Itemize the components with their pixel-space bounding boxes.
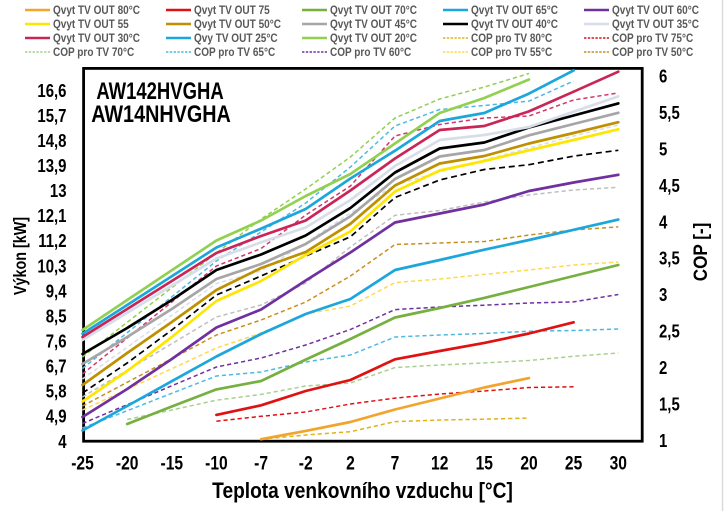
svg-text:2: 2	[346, 452, 355, 474]
svg-text:Qvyt TV OUT 80°C: Qvyt TV OUT 80°C	[53, 4, 140, 17]
svg-text:13,9: 13,9	[37, 156, 66, 177]
svg-text:-10: -10	[205, 452, 228, 474]
svg-text:Qvyt TV OUT 55: Qvyt TV OUT 55	[53, 18, 129, 31]
svg-text:8,5: 8,5	[46, 306, 67, 327]
svg-text:11,2: 11,2	[38, 231, 66, 252]
svg-text:-15: -15	[161, 452, 184, 474]
svg-text:Qvyt TV OUT 60°C: Qvyt TV OUT 60°C	[612, 4, 699, 17]
svg-text:COP pro TV 70°C: COP pro TV 70°C	[53, 46, 134, 59]
svg-text:1,5: 1,5	[659, 394, 680, 415]
svg-text:12: 12	[431, 452, 449, 474]
svg-text:Výkon [kW]: Výkon [kW]	[12, 217, 31, 295]
svg-text:25: 25	[565, 452, 583, 474]
svg-text:3: 3	[659, 285, 667, 306]
svg-text:15: 15	[476, 452, 494, 474]
svg-text:-2: -2	[299, 452, 313, 474]
svg-text:COP pro TV 55°C: COP pro TV 55°C	[471, 46, 552, 59]
svg-text:-20: -20	[116, 452, 139, 474]
svg-text:4: 4	[58, 431, 67, 452]
svg-text:2,5: 2,5	[659, 321, 680, 342]
svg-text:Qvyt TV OUT 40°C: Qvyt TV OUT 40°C	[471, 18, 558, 31]
svg-text:-7: -7	[254, 452, 268, 474]
svg-text:15,7: 15,7	[37, 106, 66, 127]
svg-text:Qvyt TV OUT 20°C: Qvyt TV OUT 20°C	[330, 32, 417, 45]
svg-text:20: 20	[520, 452, 538, 474]
svg-text:7,6: 7,6	[46, 331, 67, 352]
svg-text:COP pro TV 65°C: COP pro TV 65°C	[194, 46, 275, 59]
svg-text:Qvyt TV OUT 35°C: Qvyt TV OUT 35°C	[612, 18, 699, 31]
svg-text:5: 5	[659, 139, 667, 160]
svg-text:-25: -25	[71, 452, 94, 474]
svg-text:Qvy TV OUT 25°C: Qvy TV OUT 25°C	[194, 32, 278, 45]
svg-text:Qvyt TV OUT 45°C: Qvyt TV OUT 45°C	[330, 18, 417, 31]
svg-text:5,8: 5,8	[46, 381, 67, 402]
svg-text:Qvyt TV OUT 70°C: Qvyt TV OUT 70°C	[330, 4, 417, 17]
svg-text:16,6: 16,6	[37, 80, 66, 101]
svg-text:COP pro TV 60°C: COP pro TV 60°C	[330, 46, 411, 59]
svg-text:12,1: 12,1	[37, 206, 66, 227]
svg-text:Qvyt TV OUT 50°C: Qvyt TV OUT 50°C	[194, 18, 281, 31]
svg-text:4,5: 4,5	[659, 176, 680, 197]
svg-text:14,8: 14,8	[37, 131, 66, 152]
svg-text:4: 4	[659, 212, 668, 233]
svg-text:5,5: 5,5	[659, 103, 680, 124]
svg-text:AW14NHVGHA: AW14NHVGHA	[91, 100, 231, 127]
svg-text:9,4: 9,4	[46, 281, 67, 302]
svg-text:4,9: 4,9	[46, 406, 67, 427]
svg-text:COP pro TV 80°C: COP pro TV 80°C	[471, 32, 552, 45]
svg-text:30: 30	[610, 452, 628, 474]
svg-text:AW142HVGHA: AW142HVGHA	[96, 78, 223, 105]
svg-text:3,5: 3,5	[659, 248, 680, 269]
svg-text:6: 6	[659, 66, 667, 87]
svg-text:10,3: 10,3	[37, 256, 66, 277]
svg-text:Qvyt TV OUT 65°C: Qvyt TV OUT 65°C	[471, 4, 558, 17]
svg-text:2: 2	[659, 358, 667, 379]
svg-text:1: 1	[659, 430, 667, 451]
svg-text:COP pro TV 75°C: COP pro TV 75°C	[612, 32, 693, 45]
svg-text:13: 13	[50, 181, 67, 202]
svg-text:Teplota venkovního vzduchu [°C: Teplota venkovního vzduchu [°C]	[212, 479, 513, 504]
svg-text:7: 7	[391, 452, 400, 474]
svg-text:Qvyt TV OUT 75: Qvyt TV OUT 75	[194, 4, 270, 17]
svg-text:COP pro TV 50°C: COP pro TV 50°C	[612, 46, 693, 59]
svg-text:COP [-]: COP [-]	[690, 223, 711, 282]
svg-text:6,7: 6,7	[46, 356, 67, 377]
svg-text:Qvyt TV OUT 30°C: Qvyt TV OUT 30°C	[53, 32, 140, 45]
